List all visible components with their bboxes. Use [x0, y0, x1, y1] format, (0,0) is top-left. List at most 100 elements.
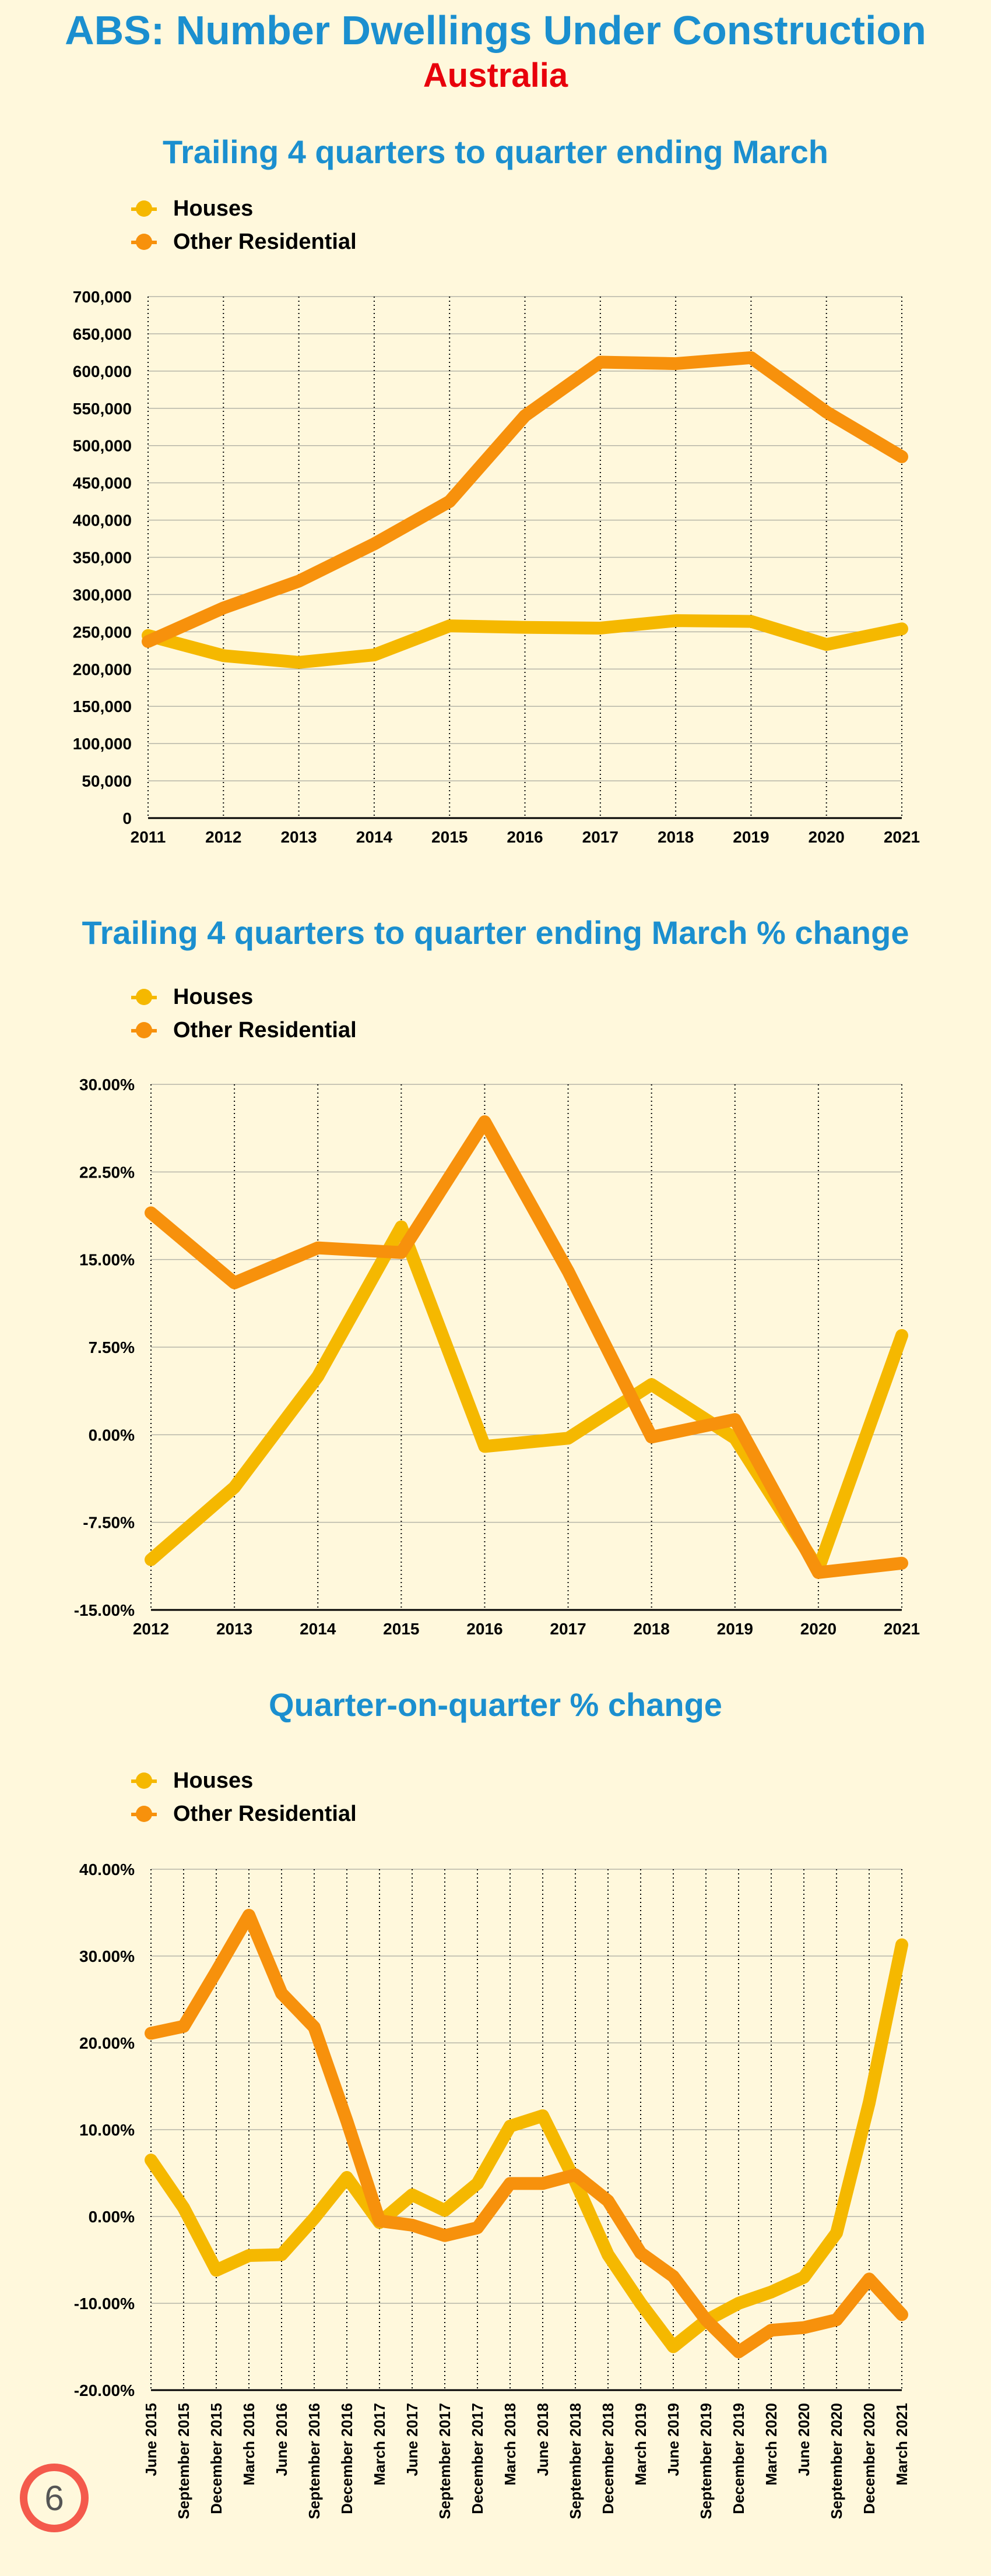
data-point [640, 2252, 641, 2254]
data-point [150, 1559, 152, 1560]
y-tick-label: 40.00% [79, 1860, 135, 1879]
x-tick-label: September 2017 [436, 2403, 454, 2519]
x-tick-label: March 2018 [501, 2403, 519, 2486]
x-tick-label: 2013 [216, 1620, 252, 1638]
data-point [524, 626, 526, 628]
x-tick-label: March 2021 [893, 2403, 911, 2486]
data-point [400, 1226, 402, 1228]
chart-2-legend: Houses Other Residential [131, 981, 357, 1047]
data-point [542, 2183, 543, 2184]
data-point [216, 1971, 217, 1972]
x-tick-label: 2011 [131, 828, 166, 846]
y-tick-label: 150,000 [73, 697, 132, 716]
y-tick-label: 30.00% [79, 1076, 135, 1094]
data-point [509, 2183, 511, 2184]
series-line-other-residential [145, 1908, 908, 2359]
data-point [771, 2330, 772, 2331]
x-tick-label: 2019 [717, 1620, 753, 1638]
data-point [281, 2254, 282, 2256]
x-tick-label: December 2019 [730, 2403, 747, 2514]
data-point [901, 628, 902, 630]
y-tick-label: 350,000 [73, 549, 132, 567]
data-point [484, 1446, 486, 1447]
data-point [524, 415, 526, 417]
x-tick-label: June 2017 [403, 2403, 421, 2476]
data-point [734, 1419, 736, 1421]
x-tick-label: September 2019 [697, 2403, 715, 2519]
y-tick-label: 10.00% [79, 2121, 135, 2139]
y-tick-label: -20.00% [74, 2381, 135, 2399]
x-tick-label: 2019 [733, 828, 769, 846]
x-tick-label: March 2020 [762, 2403, 780, 2486]
data-point [901, 1562, 902, 1564]
x-tick-label: 2014 [356, 828, 393, 846]
chart-2-title: Trailing 4 quarters to quarter ending Ma… [82, 914, 909, 951]
data-point [150, 2159, 152, 2161]
x-tick-label: December 2015 [208, 2403, 225, 2514]
legend-item-other: Other Residential [131, 225, 357, 259]
data-point [901, 2314, 902, 2316]
data-point [738, 2303, 739, 2304]
data-point [444, 2235, 445, 2236]
data-point [567, 1270, 569, 1272]
legend-label: Other Residential [173, 230, 357, 254]
data-point [750, 621, 752, 622]
data-point [150, 1212, 152, 1214]
y-tick-label: 250,000 [73, 623, 132, 641]
data-point [449, 501, 451, 502]
data-point [346, 2176, 347, 2178]
x-tick-label: 2014 [300, 1620, 336, 1638]
x-tick-label: 2016 [466, 1620, 502, 1638]
y-tick-label: 100,000 [73, 735, 132, 753]
data-point [836, 2232, 837, 2234]
data-point [412, 2194, 413, 2196]
y-tick-label: 400,000 [73, 512, 132, 530]
x-tick-label: September 2015 [175, 2403, 192, 2519]
y-tick-label: 200,000 [73, 660, 132, 678]
data-point [183, 2207, 184, 2209]
data-point [599, 361, 601, 363]
data-point [836, 2319, 837, 2321]
chart-3-legend: Houses Other Residential [131, 1764, 357, 1831]
x-tick-label: December 2016 [338, 2403, 356, 2514]
x-tick-label: September 2016 [305, 2403, 323, 2519]
y-tick-label: 650,000 [73, 325, 132, 343]
data-point [317, 1376, 319, 1377]
data-point [412, 2224, 413, 2226]
legend-label: Houses [173, 196, 254, 221]
data-point [147, 640, 149, 642]
y-tick-label: -15.00% [74, 1601, 135, 1619]
main-title: ABS: Number Dwellings Under Construction [65, 8, 926, 53]
x-tick-label: 2020 [809, 828, 845, 846]
data-point [675, 363, 677, 365]
y-tick-label: 20.00% [79, 2034, 135, 2052]
data-point [223, 655, 224, 657]
x-tick-label: September 2018 [567, 2403, 584, 2519]
data-point [607, 2254, 609, 2256]
legend-item-other: Other Residential [131, 1014, 357, 1047]
x-tick-label: December 2017 [469, 2403, 486, 2514]
x-tick-label: June 2020 [795, 2403, 813, 2476]
x-tick-label: 2018 [634, 1620, 670, 1638]
y-tick-label: 0 [122, 809, 132, 827]
y-tick-label: 700,000 [73, 288, 132, 306]
data-point [869, 2278, 870, 2280]
data-point [901, 456, 902, 457]
data-point [575, 2174, 576, 2176]
series-line-other-residential [145, 1115, 908, 1579]
houses-marker-icon [131, 1772, 157, 1790]
x-tick-label: March 2019 [632, 2403, 649, 2486]
other-marker-icon [131, 233, 157, 251]
x-tick-label: 2015 [431, 828, 468, 846]
other-marker-icon [131, 1805, 157, 1823]
y-tick-label: -7.50% [83, 1514, 135, 1532]
data-point [484, 1121, 486, 1123]
data-point [869, 2102, 870, 2103]
y-tick-label: -10.00% [74, 2295, 135, 2313]
data-point [803, 2327, 804, 2328]
legend-label: Houses [173, 985, 254, 1009]
data-point [705, 2319, 707, 2321]
x-tick-label: 2017 [582, 828, 619, 846]
chart-1-legend: Houses Other Residential [131, 192, 357, 259]
